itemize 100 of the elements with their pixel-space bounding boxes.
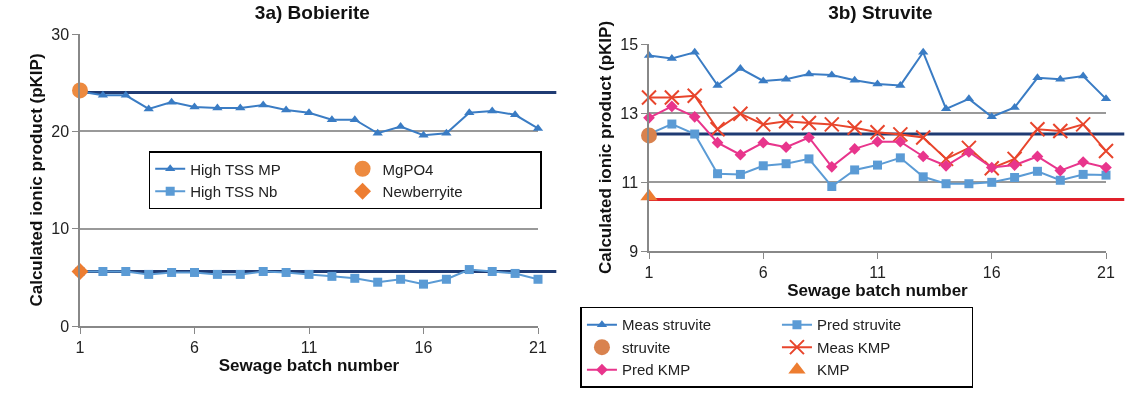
point bbox=[1010, 173, 1020, 183]
point bbox=[304, 269, 314, 279]
point bbox=[1098, 142, 1114, 159]
point bbox=[732, 105, 749, 122]
point bbox=[800, 115, 817, 132]
point bbox=[235, 103, 246, 111]
point bbox=[464, 265, 474, 275]
point bbox=[827, 181, 837, 191]
chart-title: 3a) Bobierite bbox=[254, 2, 370, 24]
point bbox=[98, 266, 108, 276]
point bbox=[940, 159, 952, 172]
x-axis-title: Sewage batch number bbox=[787, 280, 969, 300]
point bbox=[690, 129, 700, 139]
point bbox=[941, 179, 951, 189]
point bbox=[1009, 102, 1020, 110]
point bbox=[758, 161, 768, 171]
point bbox=[734, 148, 747, 161]
point bbox=[212, 269, 222, 279]
x-axis-title: Sewage batch number bbox=[218, 355, 400, 375]
legend-label: High TSS MP bbox=[190, 160, 281, 178]
point bbox=[1032, 166, 1042, 176]
point bbox=[1032, 73, 1043, 81]
point bbox=[258, 100, 269, 108]
y-axis-title: Calculated ionic product (pKIP) bbox=[27, 53, 47, 307]
point bbox=[167, 267, 177, 277]
y-tick-label: 9 bbox=[629, 242, 639, 260]
y-tick-label: 0 bbox=[60, 317, 70, 335]
x-tick-label: 16 bbox=[982, 263, 1001, 281]
point bbox=[1100, 161, 1112, 174]
point bbox=[964, 179, 974, 189]
point bbox=[758, 76, 769, 84]
point bbox=[755, 116, 772, 133]
x-tick-label: 16 bbox=[414, 338, 433, 356]
point bbox=[803, 131, 815, 144]
point bbox=[441, 128, 452, 136]
point bbox=[1008, 159, 1021, 171]
x-tick-label: 1 bbox=[75, 338, 85, 356]
point bbox=[850, 165, 860, 175]
x-tick-label: 11 bbox=[300, 338, 318, 356]
x-tick-label: 21 bbox=[1097, 263, 1115, 281]
point bbox=[373, 277, 383, 287]
y-tick-label: 15 bbox=[620, 35, 639, 53]
point bbox=[666, 100, 678, 113]
point bbox=[667, 119, 677, 129]
point bbox=[1031, 150, 1044, 163]
point bbox=[757, 136, 770, 149]
point bbox=[781, 159, 791, 169]
point bbox=[1054, 164, 1067, 177]
point bbox=[1078, 169, 1088, 179]
point bbox=[735, 169, 745, 179]
x-tick-label: 21 bbox=[529, 338, 547, 356]
point bbox=[120, 90, 131, 98]
point bbox=[892, 126, 909, 143]
point bbox=[510, 268, 520, 278]
point bbox=[917, 150, 930, 163]
point bbox=[918, 47, 929, 55]
y-tick-label: 20 bbox=[51, 122, 70, 140]
point bbox=[419, 279, 428, 289]
point bbox=[372, 128, 383, 136]
legend-label: struvite bbox=[621, 338, 671, 356]
chart-title: 3b) Struvite bbox=[828, 2, 933, 24]
point bbox=[709, 121, 726, 138]
x-tick-label: 1 bbox=[644, 263, 654, 281]
point bbox=[1029, 121, 1046, 138]
point bbox=[873, 160, 882, 170]
point bbox=[804, 154, 814, 164]
x-tick-label: 6 bbox=[190, 338, 200, 356]
point bbox=[464, 108, 475, 116]
point bbox=[915, 129, 932, 146]
point bbox=[441, 274, 451, 284]
point bbox=[960, 139, 977, 156]
point bbox=[823, 116, 840, 133]
point bbox=[846, 119, 863, 136]
legend-label: Meas KMP bbox=[816, 338, 891, 356]
legend-label: High TSS Nb bbox=[190, 183, 278, 201]
legend-label: Newberryite bbox=[382, 183, 463, 201]
y-tick-label: 11 bbox=[621, 173, 639, 191]
legend-label: KMP bbox=[816, 361, 850, 379]
point bbox=[871, 135, 884, 148]
point bbox=[487, 106, 498, 114]
point bbox=[121, 266, 131, 276]
x-tick-label: 6 bbox=[758, 263, 768, 281]
point bbox=[938, 150, 955, 167]
point bbox=[780, 141, 792, 154]
point bbox=[487, 266, 497, 276]
point bbox=[869, 124, 886, 141]
point bbox=[190, 267, 199, 277]
point bbox=[987, 177, 997, 187]
point bbox=[189, 102, 200, 110]
point bbox=[713, 169, 723, 179]
point bbox=[641, 89, 657, 106]
point bbox=[895, 80, 906, 88]
point bbox=[986, 112, 997, 120]
point bbox=[1075, 116, 1092, 133]
y-tick-label: 13 bbox=[620, 104, 639, 122]
point bbox=[826, 70, 837, 78]
y-tick-label: 10 bbox=[51, 220, 70, 238]
point bbox=[895, 153, 905, 163]
point bbox=[327, 271, 337, 281]
point bbox=[1101, 170, 1111, 180]
